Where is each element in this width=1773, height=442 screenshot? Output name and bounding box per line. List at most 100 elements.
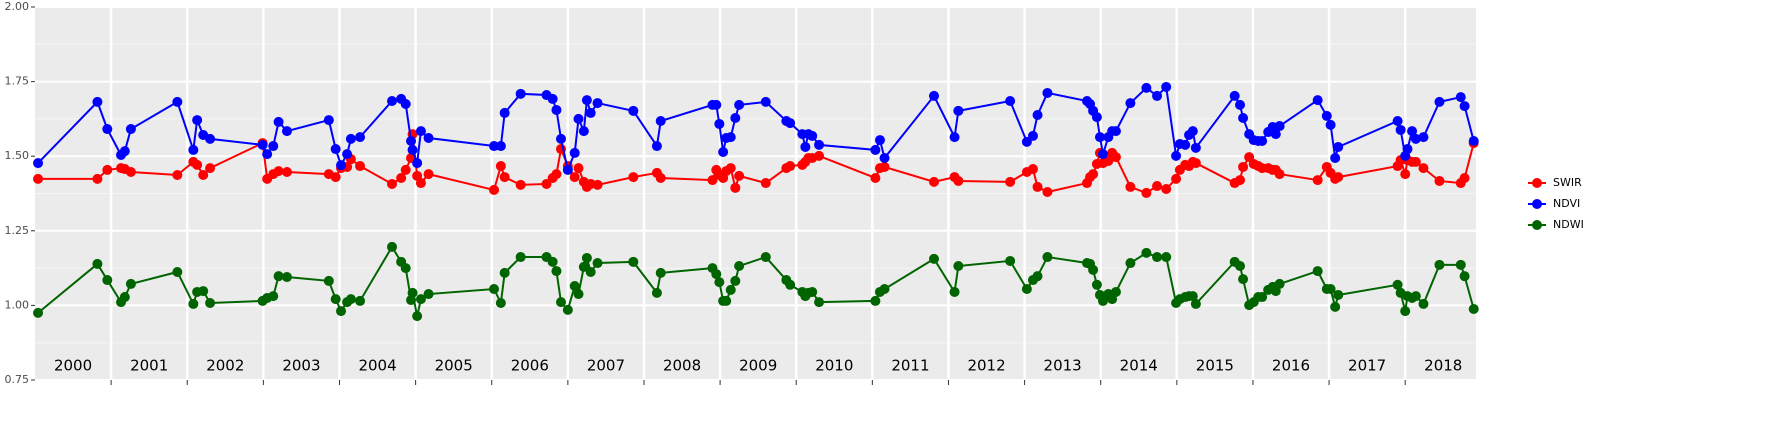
point <box>355 295 366 306</box>
point <box>423 169 434 180</box>
point <box>929 253 940 264</box>
year-label: 2002 <box>206 357 244 375</box>
point <box>489 184 500 195</box>
point <box>396 172 407 183</box>
point <box>730 182 741 193</box>
point <box>125 278 136 289</box>
point <box>734 170 745 181</box>
point <box>1257 135 1268 146</box>
point <box>1187 126 1198 137</box>
point <box>1400 306 1411 317</box>
point <box>592 258 603 269</box>
point <box>1152 181 1163 192</box>
point <box>1088 264 1099 275</box>
point <box>725 284 736 295</box>
point <box>655 172 666 183</box>
point <box>415 294 426 305</box>
point <box>499 107 510 118</box>
point <box>1180 139 1191 150</box>
point <box>711 99 722 110</box>
point <box>730 113 741 124</box>
point <box>578 261 589 272</box>
point <box>415 126 426 137</box>
point <box>760 252 771 263</box>
point <box>1459 271 1470 282</box>
point <box>1125 181 1136 192</box>
point <box>870 144 881 155</box>
point <box>730 275 741 286</box>
year-label: 2007 <box>587 357 625 375</box>
point <box>718 147 729 158</box>
point <box>1141 187 1152 198</box>
point <box>1312 95 1323 106</box>
point <box>489 283 500 294</box>
point <box>330 294 341 305</box>
point <box>785 118 796 129</box>
point <box>1171 150 1182 161</box>
year-label: 2010 <box>815 357 853 375</box>
point <box>407 287 418 298</box>
point <box>814 150 825 161</box>
point <box>711 269 722 280</box>
point <box>1434 175 1445 186</box>
point <box>1110 152 1121 163</box>
point <box>1005 95 1016 106</box>
point <box>1418 298 1429 309</box>
y-tick-label: 1.75 <box>5 75 30 88</box>
point <box>714 118 725 129</box>
point <box>1094 132 1105 143</box>
point <box>1152 90 1163 101</box>
y-tick-label: 2.00 <box>5 0 30 13</box>
point <box>1171 173 1182 184</box>
point <box>1468 135 1479 146</box>
point <box>499 267 510 278</box>
point <box>1229 90 1240 101</box>
point <box>515 252 526 263</box>
point <box>578 126 589 137</box>
year-label: 2003 <box>282 357 320 375</box>
point <box>1333 141 1344 152</box>
point <box>1110 126 1121 137</box>
point <box>556 133 567 144</box>
point <box>1395 124 1406 135</box>
point <box>585 107 596 118</box>
point <box>1152 252 1163 263</box>
point <box>1274 278 1285 289</box>
y-tick-label: 0.75 <box>5 373 30 386</box>
point <box>1274 121 1285 132</box>
point <box>651 141 662 152</box>
year-label: 2005 <box>435 357 473 375</box>
year-label: 2004 <box>358 357 396 375</box>
point <box>1032 271 1043 282</box>
year-label: 2018 <box>1424 357 1462 375</box>
point <box>592 179 603 190</box>
point <box>342 149 353 160</box>
point <box>198 169 209 180</box>
point <box>1238 161 1249 172</box>
point <box>1407 126 1418 137</box>
point <box>1190 158 1201 169</box>
point <box>569 147 580 158</box>
point <box>562 304 573 315</box>
point <box>172 266 183 277</box>
point <box>760 96 771 107</box>
point <box>1459 172 1470 183</box>
point <box>1088 169 1099 180</box>
point <box>400 98 411 109</box>
point <box>1238 274 1249 285</box>
point <box>551 266 562 277</box>
point <box>499 172 510 183</box>
point <box>1434 96 1445 107</box>
point <box>870 295 881 306</box>
point <box>1161 252 1172 263</box>
point <box>323 115 334 126</box>
point <box>1042 87 1053 98</box>
year-label: 2013 <box>1044 357 1082 375</box>
point <box>953 175 964 186</box>
point <box>569 172 580 183</box>
point <box>1257 292 1268 303</box>
year-label: 2014 <box>1120 357 1158 375</box>
point <box>387 241 398 252</box>
point <box>33 307 44 318</box>
point <box>807 130 818 141</box>
